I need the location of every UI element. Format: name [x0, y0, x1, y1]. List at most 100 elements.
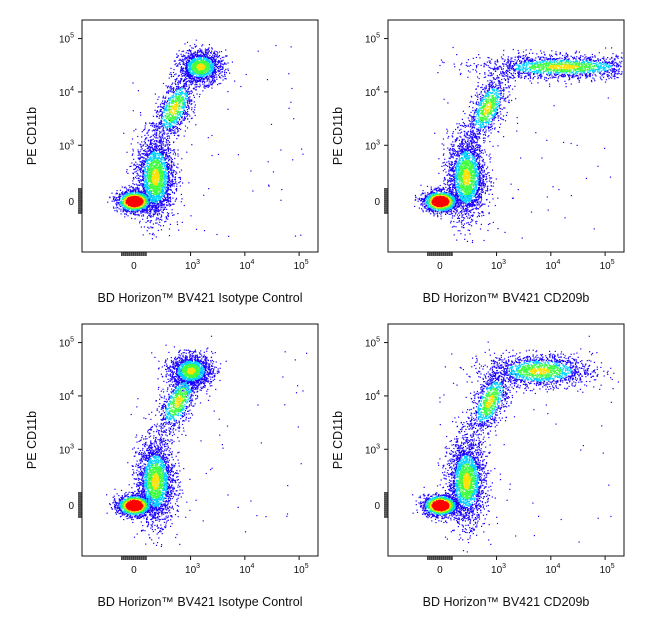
- event-point: [169, 129, 171, 131]
- event-point: [204, 87, 206, 89]
- event-point: [146, 188, 148, 190]
- event-point: [154, 93, 156, 95]
- event-point: [163, 203, 165, 205]
- event-point: [154, 202, 156, 204]
- event-point: [137, 173, 139, 175]
- event-point: [211, 134, 213, 137]
- event-point: [164, 100, 166, 102]
- event-point: [144, 212, 146, 214]
- event-point: [151, 161, 153, 163]
- event-point: [214, 63, 216, 65]
- event-point: [161, 206, 163, 208]
- event-point: [144, 185, 146, 187]
- event-point: [174, 74, 176, 76]
- event-point: [145, 180, 147, 183]
- event-point: [180, 111, 182, 113]
- event-point: [158, 154, 160, 157]
- event-point: [114, 200, 116, 202]
- event-point: [187, 103, 189, 105]
- event-point: [202, 80, 204, 82]
- event-point: [134, 214, 136, 216]
- event-point: [198, 54, 200, 56]
- event-point: [134, 213, 136, 215]
- event-point: [178, 111, 180, 113]
- event-point: [213, 56, 215, 58]
- event-point: [160, 135, 162, 137]
- event-point: [168, 124, 170, 126]
- event-point: [182, 119, 184, 121]
- event-point: [148, 196, 150, 198]
- event-point: [189, 71, 191, 73]
- event-point: [196, 62, 198, 64]
- event-point: [161, 202, 163, 204]
- event-point: [134, 164, 136, 167]
- event-point: [158, 197, 160, 199]
- event-point: [192, 83, 194, 85]
- event-point: [145, 178, 148, 180]
- event-point: [197, 60, 199, 62]
- event-point: [150, 209, 152, 211]
- event-point: [175, 197, 178, 199]
- event-point: [161, 155, 163, 157]
- event-point: [128, 208, 130, 211]
- event-point: [158, 212, 160, 214]
- event-point: [169, 183, 171, 185]
- event-point: [166, 161, 168, 163]
- event-point: [195, 54, 197, 56]
- event-point: [113, 207, 115, 209]
- event-point: [144, 134, 146, 136]
- event-point: [173, 171, 175, 173]
- event-point: [210, 82, 212, 84]
- event-point: [157, 192, 159, 194]
- event-point: [174, 182, 176, 184]
- event-point: [150, 205, 152, 207]
- event-point: [154, 133, 156, 136]
- event-point: [198, 79, 200, 81]
- event-point: [181, 115, 183, 118]
- event-point: [172, 100, 174, 102]
- event-point: [156, 157, 159, 159]
- event-point: [142, 144, 145, 146]
- event-point: [211, 154, 213, 157]
- event-point: [160, 106, 162, 108]
- event-point: [176, 166, 178, 168]
- event-point: [184, 84, 186, 86]
- event-point: [168, 125, 170, 127]
- event-point: [136, 188, 138, 190]
- event-point: [191, 91, 193, 93]
- event-point: [183, 100, 185, 102]
- event-point: [192, 58, 194, 61]
- event-point: [173, 126, 175, 128]
- event-point: [148, 178, 150, 180]
- event-point: [163, 127, 165, 129]
- event-point: [168, 144, 170, 146]
- event-point: [152, 196, 154, 198]
- event-point: [148, 206, 150, 208]
- event-point: [167, 182, 169, 184]
- event-point: [131, 154, 133, 156]
- event-point: [176, 183, 178, 185]
- event-point: [149, 233, 151, 235]
- event-point: [137, 169, 139, 171]
- event-point: [180, 71, 182, 73]
- event-point: [140, 169, 142, 171]
- event-point: [177, 65, 179, 67]
- event-point: [227, 62, 229, 64]
- event-point: [148, 201, 150, 203]
- event-point: [150, 122, 152, 125]
- event-point: [201, 60, 203, 62]
- event-point: [215, 61, 217, 63]
- event-point: [135, 168, 137, 170]
- event-point: [148, 202, 150, 204]
- event-point: [154, 197, 156, 199]
- event-point: [122, 199, 125, 201]
- event-point: [162, 107, 165, 109]
- event-point: [147, 226, 149, 228]
- event-point: [224, 71, 226, 73]
- event-point: [162, 189, 164, 192]
- event-point: [161, 162, 163, 164]
- event-point: [154, 158, 156, 160]
- event-point: [167, 204, 169, 206]
- event-point: [183, 83, 185, 85]
- event-point: [179, 63, 181, 66]
